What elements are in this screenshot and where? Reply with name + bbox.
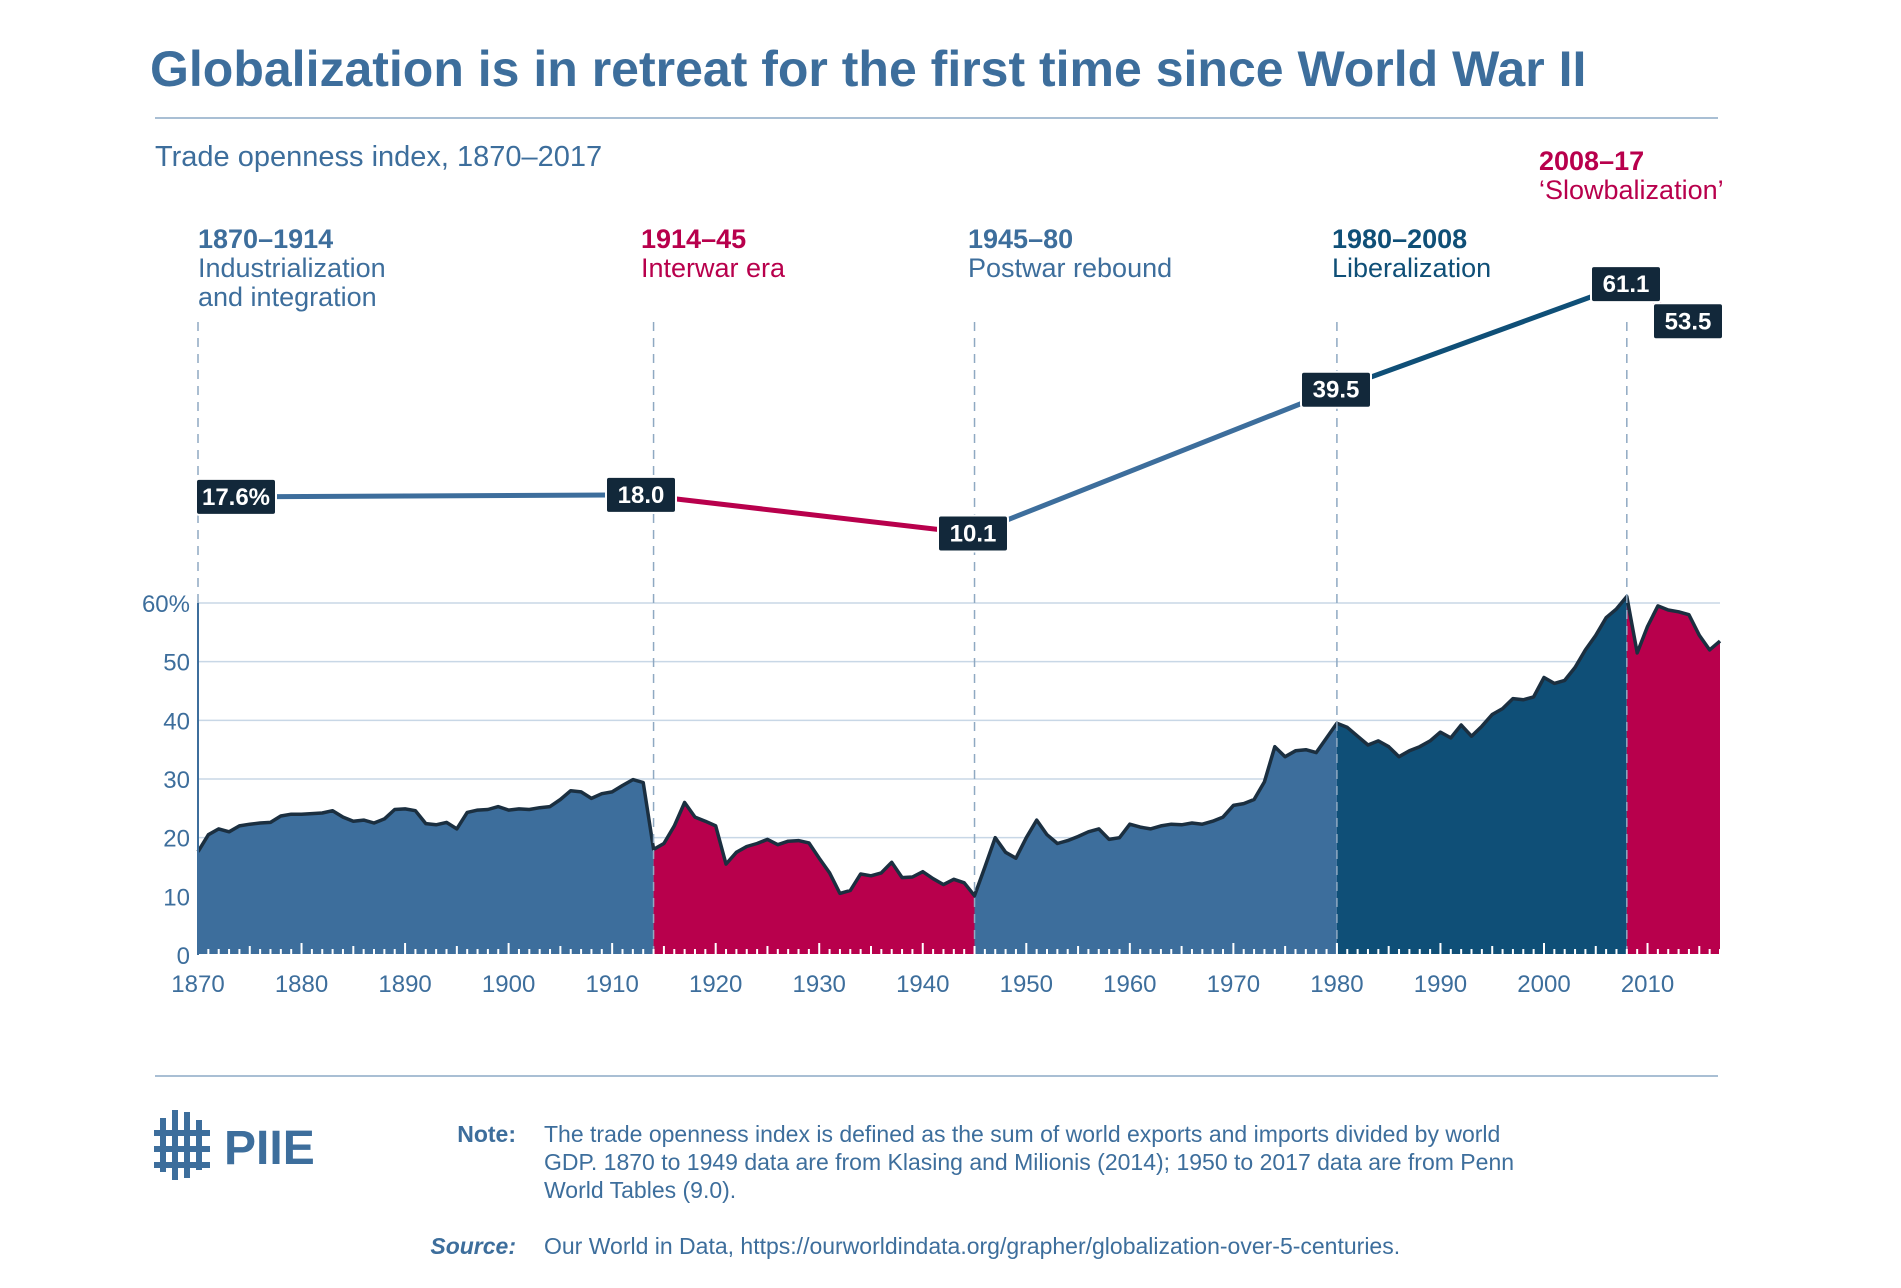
summary-point-label-3: 39.5	[1313, 377, 1360, 404]
x-tick-label-1940: 1940	[896, 971, 949, 998]
summary-point-box-4	[1590, 265, 1662, 304]
x-tick-label-1880: 1880	[275, 971, 328, 998]
note-line-3: World Tables (9.0).	[544, 1177, 736, 1203]
x-tick-label-2000: 2000	[1517, 971, 1570, 998]
y-tick-label-40: 40	[163, 708, 190, 735]
summary-segment-0	[233, 492, 644, 500]
summary-point-box-2	[937, 514, 1009, 553]
x-tick-label-1900: 1900	[482, 971, 535, 998]
summary-point-box-0	[195, 477, 277, 516]
x-tick-label-1980: 1980	[1310, 971, 1363, 998]
era-date-label-4: 2008–17	[1539, 146, 1644, 176]
y-tick-label-0: 0	[177, 943, 190, 970]
summary-point-box-3	[1300, 370, 1372, 409]
x-tick-label-1920: 1920	[689, 971, 742, 998]
era-date-label-1: 1914–45	[641, 224, 746, 254]
era-name-label-0-1: and integration	[198, 282, 377, 312]
x-tick-label-1990: 1990	[1414, 971, 1467, 998]
area-era-0	[198, 779, 654, 955]
axes: 0 10 20 30 40 50 60% 1870 1880 1890 1900 1910 1920 19…	[142, 591, 1721, 998]
x-tick-label-1970: 1970	[1207, 971, 1260, 998]
y-tick-label-20: 20	[163, 826, 190, 853]
piie-logo: PIIE	[154, 1110, 315, 1180]
x-tick-label-2010: 2010	[1621, 971, 1674, 998]
era-name-label-3-0: Liberalization	[1332, 253, 1491, 283]
summary-point-label-0: 17.6%	[202, 484, 270, 511]
area-era-3	[1336, 596, 1627, 955]
era-date-label-3: 1980–2008	[1332, 224, 1467, 254]
piie-logo-icon	[154, 1110, 210, 1180]
x-tick-label-1870: 1870	[171, 971, 224, 998]
area-series	[196, 594, 1722, 955]
summary-point-label-4: 61.1	[1603, 271, 1650, 298]
summary-line: 17.6% 18.0 10.1 39.5 61.1 53.5	[195, 265, 1724, 553]
summary-point-box-1	[605, 475, 677, 514]
era-name-label-2-0: Postwar rebound	[968, 253, 1172, 283]
area-era-4	[1626, 596, 1720, 955]
summary-segment-1	[638, 492, 976, 537]
summary-point-label-2: 10.1	[950, 521, 997, 548]
x-tick-label-1930: 1930	[793, 971, 846, 998]
x-tick-label-1960: 1960	[1103, 971, 1156, 998]
note-label: Note:	[457, 1121, 516, 1147]
summary-point-box-5	[1652, 302, 1724, 341]
x-tick-label-1910: 1910	[585, 971, 638, 998]
x-tick-label-1950: 1950	[1000, 971, 1053, 998]
area-outline	[196, 594, 1722, 898]
era-name-label-4-0: ‘Slowbalization’	[1539, 175, 1724, 205]
era-date-label-2: 1945–80	[968, 224, 1073, 254]
y-tick-label-10: 10	[163, 884, 190, 911]
chart-title: Globalization is in retreat for the firs…	[150, 41, 1586, 97]
piie-logo-text: PIIE	[224, 1122, 315, 1175]
area-era-2	[974, 723, 1337, 955]
summary-segment-3	[1333, 281, 1629, 393]
y-tick-label-60: 60%	[142, 591, 190, 618]
summary-point-label-5: 53.5	[1665, 308, 1712, 335]
era-date-label-0: 1870–1914	[198, 224, 333, 254]
area-era-1	[653, 802, 975, 955]
chart-subtitle: Trade openness index, 1870–2017	[155, 141, 602, 173]
note-line-1: The trade openness index is defined as t…	[544, 1121, 1500, 1147]
source-label: Source:	[430, 1233, 516, 1259]
x-tick-label-1890: 1890	[378, 971, 431, 998]
note-line-2: GDP. 1870 to 1949 data are from Klasing …	[544, 1149, 1514, 1175]
era-name-label-0-0: Industrialization	[198, 253, 386, 283]
era-name-label-1-0: Interwar era	[641, 253, 786, 283]
y-tick-label-50: 50	[163, 650, 190, 677]
source-text: Our World in Data, https://ourworldindat…	[544, 1233, 1400, 1259]
summary-segment-2	[970, 387, 1339, 537]
summary-point-label-1: 18.0	[618, 482, 665, 509]
y-tick-label-30: 30	[163, 767, 190, 794]
